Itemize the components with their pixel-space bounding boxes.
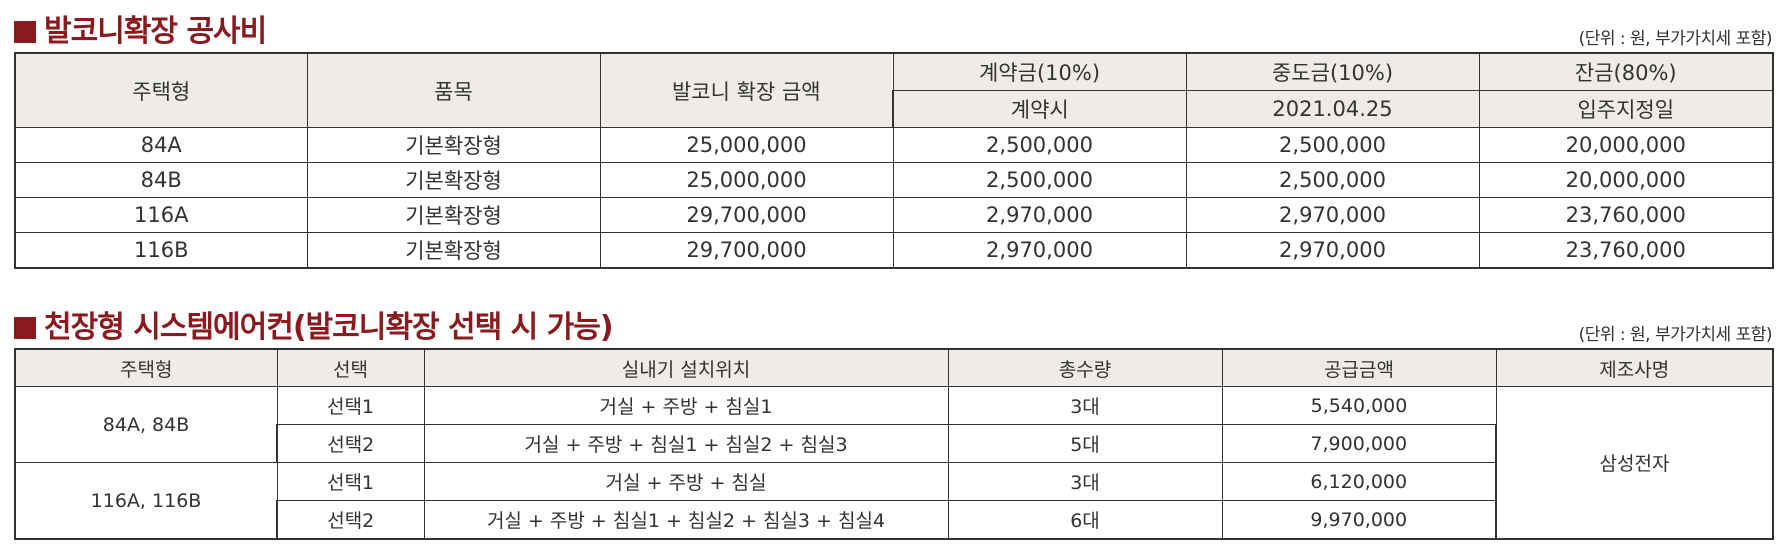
header-middle: 중도금(10%): [1185, 52, 1480, 91]
table-row: 선택2 거실 + 주방 + 침실1 + 침실2 + 침실3 + 침실4 6대 9…: [15, 500, 1773, 540]
cell-option: 선택1: [276, 386, 425, 425]
cell-amount: 25,000,000: [599, 127, 894, 163]
table-header-row: 주택형 선택 실내기 설치위치 총수량 공급금액 제조사명: [14, 348, 1774, 387]
cell-price: 9,970,000: [1221, 500, 1497, 540]
table-row: 116A 기본확장형 29,700,000 2,970,000 2,970,00…: [14, 197, 1774, 233]
cell-option: 선택2: [276, 500, 425, 540]
cell-type: 84A, 84B: [14, 386, 278, 463]
cell-location: 거실 + 주방 + 침실1 + 침실2 + 침실3 + 침실4: [423, 500, 949, 540]
header-balance: 잔금(80%): [1478, 52, 1774, 91]
cell-qty: 3대: [947, 462, 1223, 501]
table-subheader-row: 계약시 2021.04.25 입주지정일: [15, 90, 1774, 128]
cell-deposit: 2,970,000: [892, 232, 1187, 269]
cell-qty: 5대: [947, 424, 1223, 463]
cell-type: 84A: [14, 127, 308, 163]
cell-amount: 29,700,000: [599, 197, 894, 233]
balcony-cost-table: 주택형 품목 발코니 확장 금액 계약금(10%) 중도금(10%) 잔금(80…: [14, 52, 1774, 269]
cell-item: 기본확장형: [306, 232, 601, 269]
header-type: 주택형: [14, 52, 308, 128]
cell-middle: 2,970,000: [1185, 232, 1480, 269]
cell-type: 116A: [14, 197, 308, 233]
header-maker: 제조사명: [1495, 348, 1774, 387]
unit-note: (단위 : 원, 부가가치세 포함): [1578, 29, 1773, 49]
header-location: 실내기 설치위치: [423, 348, 949, 387]
cell-price: 7,900,000: [1221, 424, 1497, 463]
section-title-text: 발코니확장 공사비: [44, 14, 267, 49]
table-row: 116A, 116B 선택1 거실 + 주방 + 침실 3대 6,120,000: [14, 462, 1773, 540]
header-option: 선택: [276, 348, 425, 387]
cell-qty: 6대: [947, 500, 1223, 540]
cell-deposit: 2,970,000: [892, 197, 1187, 233]
system-aircon-section: 천장형 시스템에어컨(발코니확장 선택 시 가능) (단위 : 원, 부가가치세…: [14, 300, 1774, 540]
cell-type: 84B: [14, 162, 308, 198]
cell-location: 거실 + 주방 + 침실: [423, 462, 949, 501]
header-amount: 발코니 확장 금액: [599, 52, 894, 128]
header-qty: 총수량: [947, 348, 1223, 387]
cell-deposit: 2,500,000: [892, 127, 1187, 163]
cell-middle: 2,970,000: [1185, 197, 1480, 233]
header-item: 품목: [306, 52, 601, 128]
cell-middle: 2,500,000: [1185, 162, 1480, 198]
cell-option: 선택1: [276, 462, 425, 501]
cell-balance: 20,000,000: [1478, 127, 1774, 163]
cell-amount: 25,000,000: [599, 162, 894, 198]
header-middle-when: 2021.04.25: [1185, 90, 1480, 128]
cell-item: 기본확장형: [306, 162, 601, 198]
section-title-text: 천장형 시스템에어컨(발코니확장 선택 시 가능): [44, 310, 614, 345]
cell-deposit: 2,500,000: [892, 162, 1187, 198]
table-row: 84A, 84B 선택1 거실 + 주방 + 침실1 3대 5,540,000 …: [14, 386, 1774, 540]
cell-middle: 2,500,000: [1185, 127, 1480, 163]
balcony-expansion-section: 발코니확장 공사비 (단위 : 원, 부가가치세 포함) 주택형 품목 발코니 …: [14, 4, 1774, 269]
cell-item: 기본확장형: [306, 127, 601, 163]
cell-location: 거실 + 주방 + 침실1 + 침실2 + 침실3: [423, 424, 949, 463]
cell-option: 선택2: [276, 424, 425, 463]
cell-item: 기본확장형: [306, 197, 601, 233]
header-balance-when: 입주지정일: [1478, 90, 1774, 128]
square-bullet-icon: [14, 317, 36, 339]
cell-price: 6,120,000: [1221, 462, 1497, 501]
cell-price: 5,540,000: [1221, 386, 1497, 425]
cell-qty: 3대: [947, 386, 1223, 425]
section-title: 천장형 시스템에어컨(발코니확장 선택 시 가능): [14, 302, 614, 346]
unit-note: (단위 : 원, 부가가치세 포함): [1578, 325, 1773, 345]
table-row: 84B 기본확장형 25,000,000 2,500,000 2,500,000…: [14, 162, 1774, 198]
cell-type: 116B: [14, 232, 308, 269]
aircon-cost-table: 주택형 선택 실내기 설치위치 총수량 공급금액 제조사명 84A, 84B 선…: [14, 348, 1774, 540]
cell-amount: 29,700,000: [599, 232, 894, 269]
section-header: 천장형 시스템에어컨(발코니확장 선택 시 가능) (단위 : 원, 부가가치세…: [14, 300, 1773, 348]
header-price: 공급금액: [1221, 348, 1497, 387]
cell-location: 거실 + 주방 + 침실1: [423, 386, 949, 425]
table-header-row: 주택형 품목 발코니 확장 금액 계약금(10%) 중도금(10%) 잔금(80…: [14, 52, 1774, 128]
table-row: 84A 기본확장형 25,000,000 2,500,000 2,500,000…: [14, 127, 1774, 163]
section-header: 발코니확장 공사비 (단위 : 원, 부가가치세 포함): [14, 4, 1773, 52]
square-bullet-icon: [14, 21, 36, 43]
cell-balance: 20,000,000: [1478, 162, 1774, 198]
header-type: 주택형: [14, 348, 278, 387]
cell-type: 116A, 116B: [14, 462, 278, 540]
section-title: 발코니확장 공사비: [14, 6, 267, 50]
header-deposit-when: 계약시: [892, 90, 1187, 128]
cell-maker: 삼성전자: [1495, 386, 1774, 540]
cell-balance: 23,760,000: [1478, 197, 1774, 233]
header-deposit: 계약금(10%): [892, 52, 1187, 91]
table-row: 116B 기본확장형 29,700,000 2,970,000 2,970,00…: [14, 232, 1774, 269]
cell-balance: 23,760,000: [1478, 232, 1774, 269]
